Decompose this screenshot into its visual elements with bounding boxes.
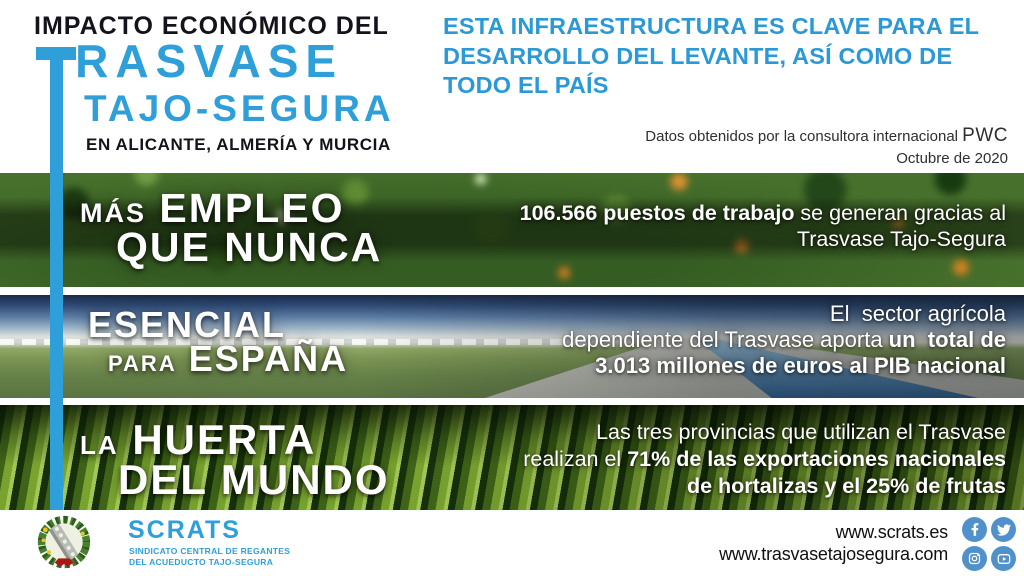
slogan-big: EMPLEO: [146, 185, 345, 231]
headline-line: ESTA INFRAESTRUCTURA ES CLAVE PARA EL: [443, 13, 980, 39]
canal-photo: [0, 295, 1024, 398]
kicker-text: IMPACTO ECONÓMICO DEL: [34, 12, 389, 40]
right-headline: ESTA INFRAESTRUCTURA ES CLAVE PARA EL DE…: [443, 12, 1018, 101]
band-mas-empleo: MÁS EMPLEO QUE NUNCA 106.566 puestos de …: [0, 173, 1024, 287]
main-title-line2: TAJO-SEGURA: [84, 88, 395, 129]
slogan-small: PARA: [108, 351, 177, 377]
source-date: Octubre de 2020: [896, 149, 1008, 167]
org-subtitle-line1: SINDICATO CENTRAL DE REGANTES: [129, 546, 291, 556]
horizon-buildings: [0, 339, 594, 346]
bokeh-texture: [0, 173, 1024, 287]
orange-grove-photo: [0, 173, 1024, 287]
headline-line: DESARROLLO DEL LEVANTE, ASÍ COMO DE: [443, 42, 953, 69]
text-shade-overlay: [0, 405, 1024, 510]
band1-slogan: MÁS EMPLEO QUE NUNCA: [80, 188, 383, 270]
main-title: TRASVASE: [40, 35, 344, 87]
slogan-big: ESPAÑA: [176, 338, 349, 380]
slogan-big: QUE NUNCA: [116, 223, 383, 270]
source-text: Datos obtenidos por la consultora intern…: [645, 128, 963, 145]
stat-regular: Las tres provincias que utilizan el Tras…: [596, 420, 1006, 444]
stat-regular: se generan gracias al: [794, 201, 1006, 225]
text-shade-overlay: [0, 197, 1024, 261]
org-subtitle-line2: DEL ACUEDUCTO TAJO-SEGURA: [129, 556, 274, 567]
footer-bar: SCRATS SINDICATO CENTRAL DE REGANTES DEL…: [0, 510, 1024, 576]
slogan-small: LA: [80, 430, 119, 460]
band2-slogan: ESENCIAL PARA ESPAÑA: [88, 307, 349, 380]
org-subtitle: SINDICATO CENTRAL DE REGANTES DEL ACUEDU…: [129, 546, 290, 567]
band2-stat: El sector agrícola dependiente del Trasv…: [562, 301, 1006, 379]
youtube-icon[interactable]: [991, 546, 1016, 571]
slogan-small: MÁS: [80, 198, 146, 228]
slogan-big: DEL MUNDO: [118, 455, 390, 503]
stat-regular: realizan el: [523, 446, 628, 471]
text-shade-overlay: [0, 295, 1024, 398]
scrats-emblem-logo: [37, 515, 91, 569]
stat-bold: 3.013 millones de euros al PIB nacional: [595, 352, 1006, 378]
stat-regular: El sector agrícola: [829, 301, 1006, 326]
band1-stat: 106.566 puestos de trabajo se generan gr…: [520, 201, 1006, 253]
stat-regular: dependiente del Trasvase aporta: [562, 326, 889, 352]
instagram-icon[interactable]: [962, 546, 987, 571]
facebook-icon[interactable]: [962, 517, 987, 542]
website-urls: www.scrats.es www.trasvasetajosegura.com: [719, 521, 948, 565]
regions-subtitle: EN ALICANTE, ALMERÍA Y MURCIA: [86, 135, 391, 154]
org-name: SCRATS: [128, 516, 241, 544]
band-huerta: LA HUERTA DEL MUNDO Las tres provincias …: [0, 405, 1024, 510]
stat-bold: un total de: [888, 326, 1006, 352]
social-links: [962, 517, 1016, 571]
band-esencial: ESENCIAL PARA ESPAÑA El sector agrícola …: [0, 295, 1024, 398]
pwc-brand: PWC: [962, 125, 1008, 146]
slogan-big: ESENCIAL: [88, 304, 287, 345]
url-scrats[interactable]: www.scrats.es: [835, 522, 949, 542]
stat-bold: de hortalizas y el 25% de frutas: [686, 473, 1006, 498]
data-source: Datos obtenidos por la consultora intern…: [645, 124, 1008, 168]
url-trasvase[interactable]: www.trasvasetajosegura.com: [719, 544, 948, 564]
headline-line: TODO EL PAÍS: [443, 72, 609, 99]
lettuce-field-photo: [0, 405, 1024, 510]
twitter-icon[interactable]: [991, 517, 1016, 542]
vertical-accent-line: [50, 47, 63, 510]
stat-bold: 106.566 puestos de trabajo: [519, 201, 795, 225]
stat-bold: 71% de las exportaciones nacionales: [627, 446, 1006, 471]
band3-stat: Las tres provincias que utilizan el Tras…: [523, 419, 1006, 500]
stat-regular: Trasvase Tajo-Segura: [796, 226, 1006, 251]
band3-slogan: LA HUERTA DEL MUNDO: [80, 419, 390, 503]
slogan-big: HUERTA: [118, 416, 317, 463]
